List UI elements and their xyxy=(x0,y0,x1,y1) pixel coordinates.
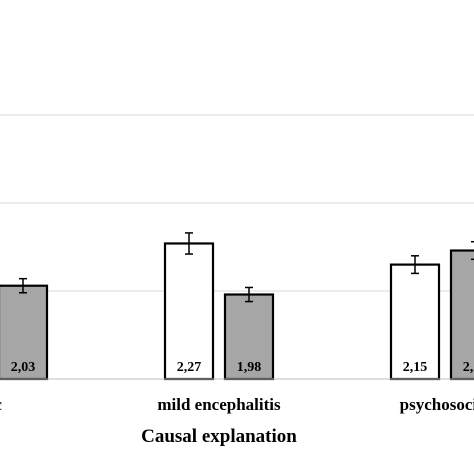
value-label-s1-c2: 2,23 xyxy=(463,360,474,375)
bar-s0-c1 xyxy=(163,242,215,381)
value-label-s1-c0: 2,03 xyxy=(11,360,36,375)
x-axis-title: Causal explanation xyxy=(141,426,297,447)
error-bars xyxy=(19,232,474,303)
x-tick-label-2: psychosocial xyxy=(400,395,474,414)
value-label-s0-c2: 2,15 xyxy=(403,360,428,375)
value-label-s1-c1: 1,98 xyxy=(237,360,262,375)
x-tick-labels: tic mild encephalitis psychosocial xyxy=(0,395,474,414)
bars xyxy=(0,242,474,381)
x-tick-label-0: tic xyxy=(0,395,2,414)
value-labels: 2,27 2,15 2,03 1,98 2,23 xyxy=(11,360,474,375)
value-label-s0-c1: 2,27 xyxy=(177,360,202,375)
bar-s1-c1 xyxy=(223,293,275,381)
bar-s0-c2 xyxy=(389,263,441,381)
bar-s1-c2 xyxy=(449,249,474,381)
x-tick-label-1: mild encephalitis xyxy=(157,395,281,414)
